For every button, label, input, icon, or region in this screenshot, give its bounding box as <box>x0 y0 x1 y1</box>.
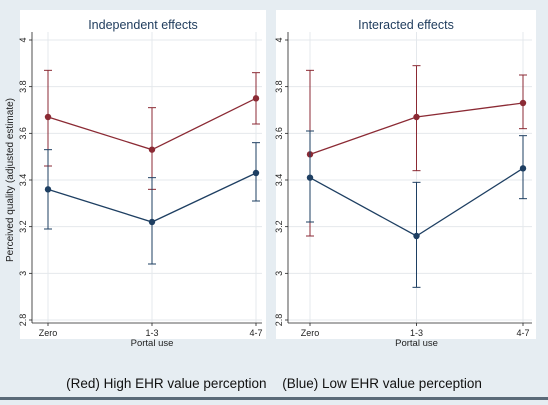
data-point-red <box>413 113 420 121</box>
x-tick-label: 1-3 <box>145 328 158 338</box>
y-tick-label: 2.8 <box>274 314 284 327</box>
panel-2 <box>276 10 536 339</box>
legend-red-label: (Red) High EHR value perception <box>66 376 267 391</box>
x-tick-label: 1-3 <box>410 328 423 338</box>
panel-title: Interacted effects <box>358 18 454 32</box>
y-tick-label: 3 <box>18 271 28 276</box>
x-tick-label: 4-7 <box>516 328 529 338</box>
y-axis-title: Perceived quality (adjusted estimate) <box>5 98 16 262</box>
data-point-blue <box>413 232 420 240</box>
y-tick-label: 4 <box>274 37 284 42</box>
y-tick-label: 3.2 <box>274 220 284 233</box>
data-point-red <box>44 113 52 121</box>
data-point-blue <box>519 165 527 172</box>
data-point-blue <box>306 174 314 181</box>
y-tick-label: 3.4 <box>18 174 28 187</box>
data-point-red <box>252 95 260 102</box>
y-tick-label: 3.6 <box>274 127 284 140</box>
y-tick-label: 3.8 <box>274 80 284 93</box>
x-tick-label: 4-7 <box>249 328 262 338</box>
x-tick-label: Zero <box>301 328 320 338</box>
x-axis-title: Portal use <box>131 338 174 349</box>
y-tick-label: 3 <box>274 271 284 276</box>
panel-title: Independent effects <box>88 18 198 32</box>
data-point-blue <box>44 186 52 193</box>
data-point-red <box>519 99 527 107</box>
data-point-red <box>148 146 156 153</box>
panel-1 <box>20 10 266 339</box>
x-axis-title: Portal use <box>395 338 438 349</box>
y-tick-label: 2.8 <box>18 314 28 327</box>
y-tick-label: 3.2 <box>18 220 28 233</box>
y-tick-label: 3.4 <box>274 174 284 187</box>
legend-blue-label: (Blue) Low EHR value perception <box>282 376 482 391</box>
y-tick-label: 3.8 <box>18 80 28 93</box>
y-tick-label: 4 <box>18 37 28 42</box>
y-tick-label: 3.6 <box>18 127 28 140</box>
bottom-border <box>0 397 548 400</box>
legend-caption: (Red) High EHR value perception (Blue) L… <box>0 376 548 391</box>
x-tick-label: Zero <box>39 328 58 338</box>
data-point-blue <box>252 169 260 177</box>
data-point-blue <box>148 218 156 226</box>
